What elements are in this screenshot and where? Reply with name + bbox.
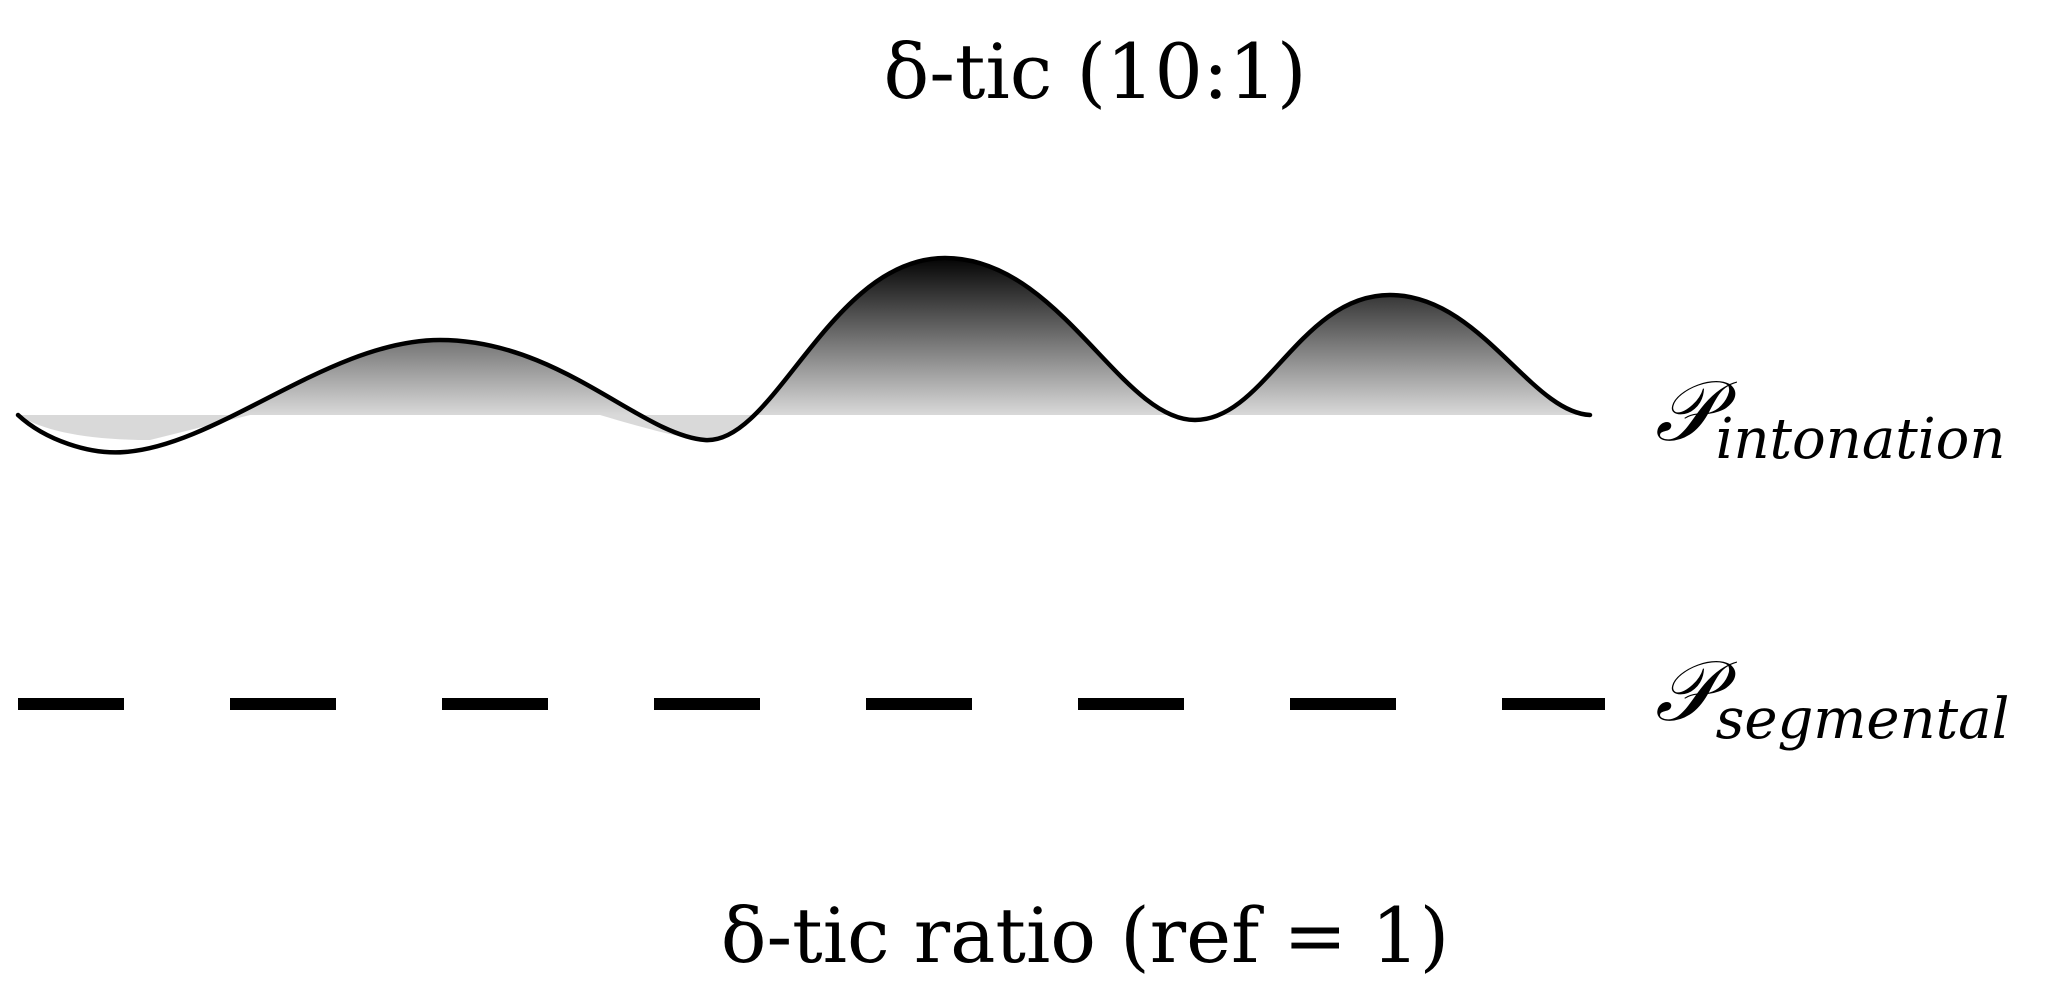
intonation-subscript: intonation <box>1716 407 2006 472</box>
intonation-fill-above <box>18 258 1590 415</box>
diagram-title: δ-tic (10:1) <box>884 27 1307 116</box>
intonation-track <box>15 255 1593 455</box>
intonation-fill-below-2 <box>600 415 752 440</box>
ratio-label: δ-tic ratio (ref = 1) <box>721 891 1450 980</box>
segmental-subscript: segmental <box>1716 687 2010 752</box>
segmental-label: 𝒫segmental <box>1655 642 2009 752</box>
intonation-label: 𝒫intonation <box>1655 362 2005 472</box>
intonation-curve <box>15 255 1593 455</box>
intonation-fill-below <box>18 415 250 440</box>
